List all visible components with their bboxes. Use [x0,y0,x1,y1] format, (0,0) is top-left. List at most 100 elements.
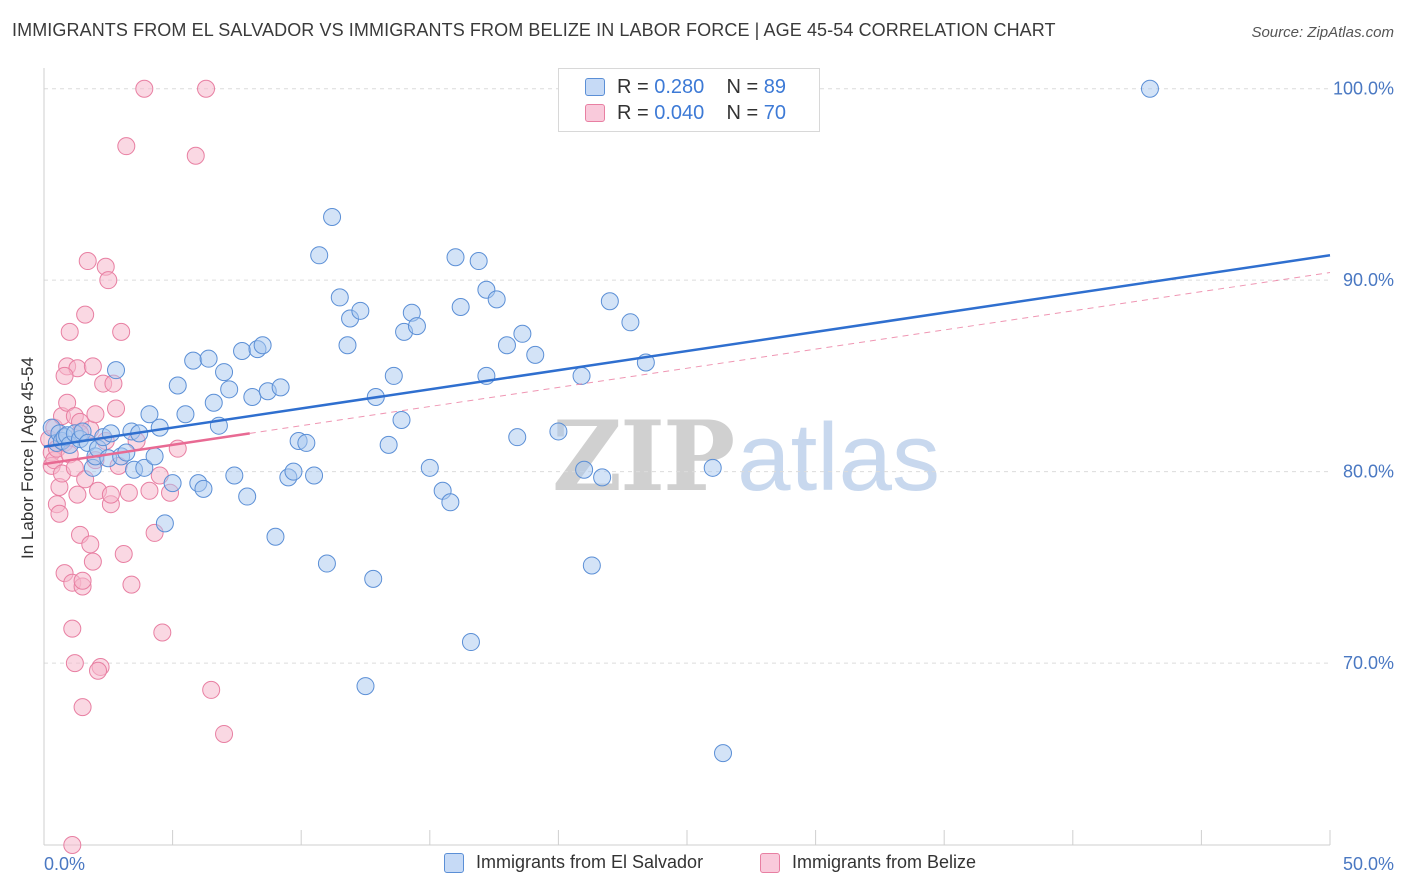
el-salvador-point [225,466,244,485]
el-salvador-point [107,361,126,380]
el-salvador-point [572,366,591,385]
el-salvador-trend-line [43,254,1331,448]
belize-point [99,271,118,290]
el-salvador-swatch [585,78,605,96]
belize-point [107,399,126,418]
el-salvador-point [176,405,195,424]
el-salvador-point [243,387,262,406]
el-salvador-point [526,345,545,364]
belize-point [83,357,102,376]
belize-point [112,322,131,341]
el-salvador-point [194,479,213,498]
el-salvador-point [379,435,398,454]
belize-trend-line [43,432,250,466]
el-salvador-point [204,393,223,412]
el-salvador-point [469,252,488,271]
legend-item-belize[interactable]: Immigrants from Belize [760,852,976,873]
tick-labels: 70.0% 80.0% 90.0% 100.0% 0.0% 50.0% [44,79,1394,874]
el-salvador-point [420,458,439,477]
belize-point [60,322,79,341]
el-salvador-point [364,569,383,588]
axes [43,68,1331,846]
el-salvador-point [600,292,619,311]
el-salvador-point [497,336,516,355]
el-salvador-point [441,493,460,512]
legend-label-belize: Immigrants from Belize [792,852,977,872]
el-salvador-point [384,366,403,385]
legend-item-el-salvador[interactable]: Immigrants from El Salvador [444,852,703,873]
el-salvador-point [155,514,174,533]
el-salvador-point [168,376,187,395]
belize-swatch [585,104,605,122]
el-salvador-point [199,349,218,368]
source-credit: Source: ZipAtlas.com [1251,24,1394,41]
y-tick-label: 90.0% [1343,270,1394,290]
belize-point [215,724,234,743]
el-salvador-points [42,79,1159,763]
belize-point [89,661,108,680]
legend-r-label: R = [617,101,649,124]
el-salvador-point [446,248,465,267]
el-salvador-point [621,313,640,332]
el-salvador-point [184,351,203,370]
correlation-legend: R = 0.280 N = 89 R = 0.040 N = 70 [558,68,820,132]
belize-point [86,405,105,424]
legend-n-label: N = [726,101,759,124]
trend-lines [43,254,1331,466]
el-salvador-point [253,336,272,355]
el-salvador-point [582,556,601,575]
el-salvador-point [330,288,349,307]
el-salvador-point [1140,79,1159,98]
belize-point [68,485,87,504]
belize-legend-swatch [760,852,780,873]
belize-point [101,485,120,504]
el-salvador-point [323,208,342,226]
el-salvador-point [101,424,120,443]
belize-point [202,680,221,699]
y-tick-label: 100.0% [1333,79,1394,99]
el-salvador-point [233,342,252,361]
el-salvador-point [338,336,357,355]
series-legend: Immigrants from El Salvador Immigrants f… [0,852,1406,876]
el-salvador-point [297,433,316,452]
el-salvador-point [238,487,257,506]
belize-point [76,305,95,324]
chart-title: IMMIGRANTS FROM EL SALVADOR VS IMMIGRANT… [12,20,1056,40]
legend-r-value: 0.040 [654,101,705,124]
el-salvador-point [513,324,532,343]
el-salvador-point [351,301,370,320]
belize-point [122,575,141,594]
watermark-zip: ZIP [552,400,735,513]
belize-point [117,137,136,156]
belize-point [63,619,82,638]
belize-point [65,654,84,673]
x-tick-label-max: 50.0% [1343,854,1394,874]
belize-point [135,79,154,98]
el-salvador-point [356,677,375,696]
belize-point [153,623,172,642]
watermark-atlas: atlas [737,404,940,511]
el-salvador-point [140,405,159,424]
legend-r-label: R = [617,75,649,98]
el-salvador-point [714,744,733,763]
el-salvador-point [549,422,568,441]
el-salvador-point [461,633,480,652]
belize-point [81,535,100,554]
el-salvador-point [284,462,303,481]
el-salvador-point [220,380,239,399]
el-salvador-point [163,474,182,493]
belize-point [114,544,133,563]
legend-row-belize: R = 0.040 N = 70 [585,101,786,125]
grid-lines [44,88,1330,664]
el-salvador-point [575,460,594,479]
el-salvador-point [487,290,506,309]
belize-point [63,836,82,854]
belize-point [140,481,159,500]
el-salvador-point [215,363,234,382]
el-salvador-point [266,527,285,546]
belize-point [50,504,69,523]
legend-n-label: N = [726,75,759,98]
el-salvador-point [392,410,411,429]
legend-r-value: 0.280 [654,75,705,98]
